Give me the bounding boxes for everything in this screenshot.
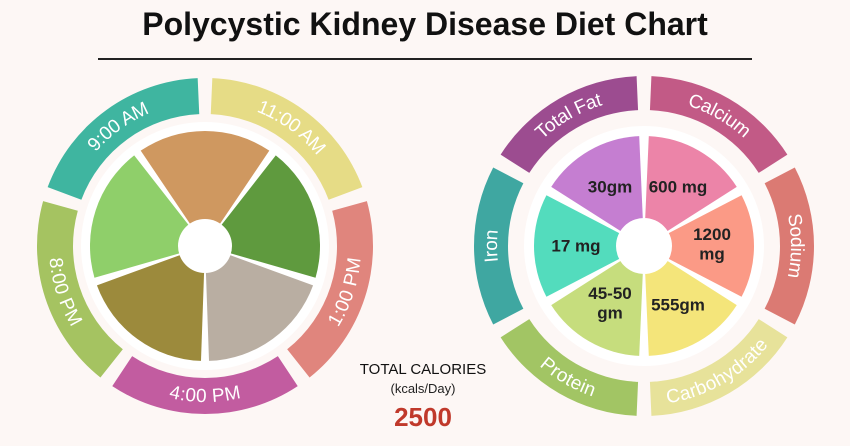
value-slice-protein (551, 246, 644, 356)
value-text-iron: 17 mg (551, 237, 600, 256)
paratha-photo (140, 130, 270, 246)
value-slice-calcium (644, 136, 737, 246)
page-title: Polycystic Kidney Disease Diet Chart (142, 6, 708, 42)
value-text-protein: 45-50 gm (588, 284, 631, 323)
nutrient-segment-calcium (649, 76, 788, 173)
value-slice-carbohydrate (644, 246, 737, 356)
nutrient-segment-total-fat (500, 76, 639, 173)
cucumber-photo (90, 155, 205, 278)
value-slice-total-fat (551, 136, 644, 246)
nutrient-segment-carbohydrate (649, 319, 788, 416)
meal-segment-4-00-pm (112, 356, 298, 414)
nutrient-label-iron: Iron (480, 229, 502, 263)
nutrient-segment-protein (500, 319, 639, 416)
calories-unit: (kcals/Day) (390, 381, 456, 396)
meal-time-label-4-00-pm: 4:00 PM (168, 382, 242, 407)
nutrient-wheel-hub (616, 218, 672, 274)
value-text-total-fat: 30gm (588, 178, 632, 197)
nutrient-segment-iron (474, 167, 524, 325)
green-peas-photo (205, 155, 321, 278)
title-divider (98, 58, 752, 60)
value-text-calcium: 600 mg (649, 178, 708, 197)
value-text-sodium: 1200 mg (693, 225, 731, 264)
meal-segment-8-00-pm (36, 201, 123, 378)
meal-segment-9-00-am (47, 78, 200, 200)
calories-value: 2500 (394, 402, 452, 432)
value-slice-sodium (644, 195, 754, 297)
rice-bowl-photo (205, 246, 314, 361)
value-slice-iron (534, 195, 644, 297)
meal-segment-1-00-pm (287, 201, 373, 378)
nutrient-wheel: Total Fat CalciumSodiumCarbohydrateProtei… (474, 76, 814, 416)
value-text-carbohydrate: 555gm (651, 295, 705, 314)
meal-segment-11-00-am (210, 78, 363, 200)
total-calories-label: TOTAL CALORIES (359, 361, 487, 378)
nutrient-segment-sodium (764, 167, 814, 325)
meal-time-wheel: 9:00 AM 11:00 AM1:00 PM4:00 PM8:00 PM (36, 78, 373, 414)
green-tea-photo (96, 246, 205, 361)
meal-wheel-hub (178, 219, 232, 273)
nutrient-label-sodium: Sodium (783, 212, 807, 280)
